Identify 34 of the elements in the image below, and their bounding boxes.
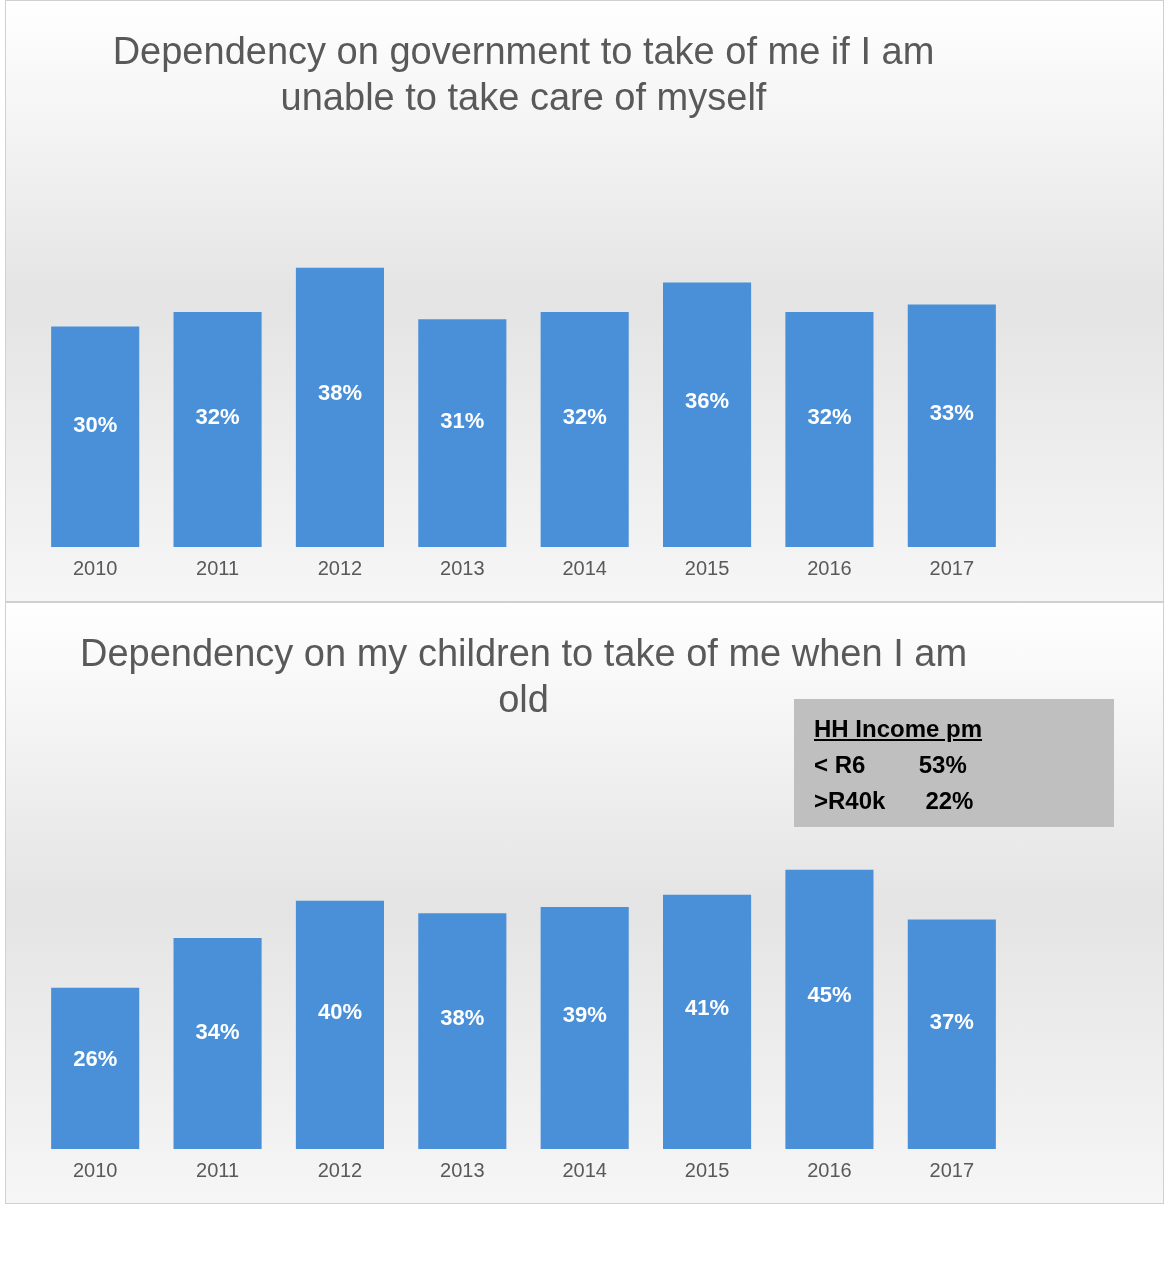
x-tick-label: 2015 [684,556,730,579]
data-label: 26% [73,1046,118,1072]
data-label: 39% [562,1001,607,1027]
data-label: 33% [929,399,974,425]
x-tick-label: 2012 [317,1158,363,1181]
data-label: 38% [317,379,362,405]
x-tick-label: 2017 [929,556,975,579]
data-label: 37% [929,1008,974,1034]
x-tick-label: 2011 [196,1158,240,1181]
data-label: 32% [562,403,607,429]
data-label: 32% [807,403,852,429]
x-tick-label: 2011 [196,556,240,579]
data-label: 36% [685,387,730,413]
x-tick-label: 2016 [807,556,852,579]
x-tick-label: 2012 [317,556,363,579]
x-tick-label: 2016 [807,1158,852,1181]
data-label: 41% [685,995,730,1021]
x-tick-label: 2014 [562,556,607,579]
x-tick-label: 2014 [562,1158,607,1181]
x-tick-label: 2013 [440,1158,485,1181]
data-label: 31% [440,407,485,433]
chart-title: Dependency on government to take of me if I am unable to take care of myself [112,30,935,118]
callout-box: HH Income pm < R6 53% >R40k 22% [794,699,1114,827]
x-tick-label: 2017 [929,1158,975,1181]
data-label: 40% [317,998,362,1024]
x-tick-label: 2010 [72,556,118,579]
data-label: 34% [195,1019,240,1045]
x-tick-label: 2013 [440,556,485,579]
data-label: 30% [73,411,118,437]
x-tick-label: 2010 [72,1158,118,1181]
x-tick-label: 2015 [684,1158,730,1181]
data-label: 38% [440,1005,485,1031]
data-label: 32% [195,403,240,429]
data-label: 45% [807,981,852,1007]
